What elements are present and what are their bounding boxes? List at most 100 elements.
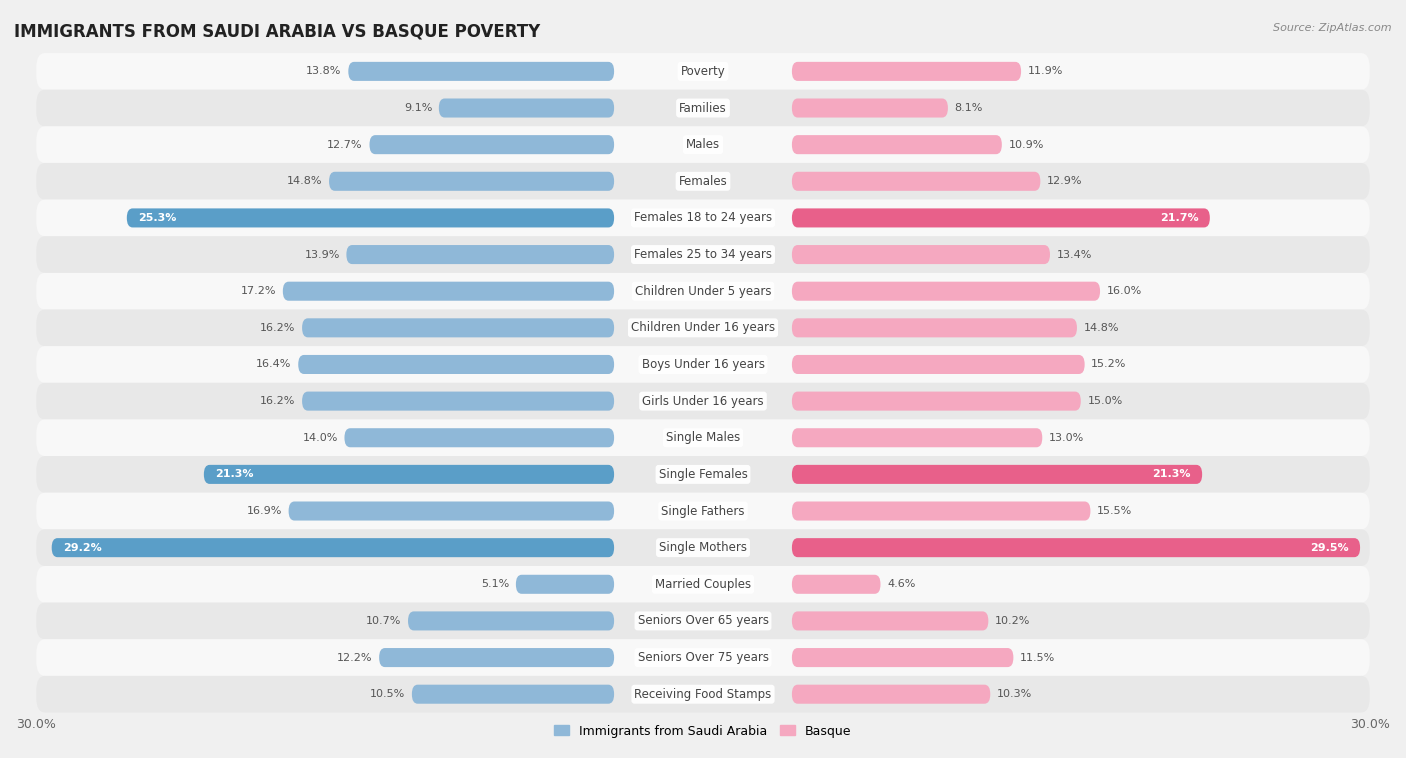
Text: Children Under 16 years: Children Under 16 years <box>631 321 775 334</box>
FancyBboxPatch shape <box>127 208 614 227</box>
Text: 16.9%: 16.9% <box>246 506 283 516</box>
FancyBboxPatch shape <box>37 566 1369 603</box>
Text: 10.7%: 10.7% <box>366 616 401 626</box>
FancyBboxPatch shape <box>37 456 1369 493</box>
Text: 13.8%: 13.8% <box>307 67 342 77</box>
Text: 10.9%: 10.9% <box>1008 139 1043 149</box>
Text: Seniors Over 65 years: Seniors Over 65 years <box>637 615 769 628</box>
Text: Single Females: Single Females <box>658 468 748 481</box>
Text: 29.5%: 29.5% <box>1310 543 1348 553</box>
FancyBboxPatch shape <box>37 127 1369 163</box>
FancyBboxPatch shape <box>288 502 614 521</box>
FancyBboxPatch shape <box>792 208 1209 227</box>
FancyBboxPatch shape <box>792 648 1014 667</box>
Text: Married Couples: Married Couples <box>655 578 751 590</box>
FancyBboxPatch shape <box>37 346 1369 383</box>
FancyBboxPatch shape <box>792 62 1021 81</box>
Text: 29.2%: 29.2% <box>63 543 101 553</box>
Text: 21.3%: 21.3% <box>1153 469 1191 479</box>
FancyBboxPatch shape <box>37 419 1369 456</box>
FancyBboxPatch shape <box>344 428 614 447</box>
FancyBboxPatch shape <box>792 355 1084 374</box>
FancyBboxPatch shape <box>370 135 614 154</box>
Text: 16.2%: 16.2% <box>260 323 295 333</box>
FancyBboxPatch shape <box>792 465 1202 484</box>
FancyBboxPatch shape <box>37 529 1369 566</box>
FancyBboxPatch shape <box>37 199 1369 236</box>
FancyBboxPatch shape <box>37 236 1369 273</box>
FancyBboxPatch shape <box>792 99 948 117</box>
FancyBboxPatch shape <box>204 465 614 484</box>
Text: 4.6%: 4.6% <box>887 579 915 589</box>
FancyBboxPatch shape <box>792 428 1042 447</box>
Text: 14.8%: 14.8% <box>1084 323 1119 333</box>
FancyBboxPatch shape <box>792 282 1099 301</box>
FancyBboxPatch shape <box>349 62 614 81</box>
FancyBboxPatch shape <box>792 245 1050 264</box>
FancyBboxPatch shape <box>792 318 1077 337</box>
FancyBboxPatch shape <box>792 172 1040 191</box>
FancyBboxPatch shape <box>792 538 1360 557</box>
Text: 10.5%: 10.5% <box>370 689 405 699</box>
FancyBboxPatch shape <box>37 639 1369 676</box>
FancyBboxPatch shape <box>792 502 1091 521</box>
Text: 15.0%: 15.0% <box>1087 396 1123 406</box>
Text: 13.0%: 13.0% <box>1049 433 1084 443</box>
Text: Single Mothers: Single Mothers <box>659 541 747 554</box>
FancyBboxPatch shape <box>302 392 614 411</box>
FancyBboxPatch shape <box>52 538 614 557</box>
Text: Poverty: Poverty <box>681 65 725 78</box>
Legend: Immigrants from Saudi Arabia, Basque: Immigrants from Saudi Arabia, Basque <box>550 719 856 743</box>
Text: Girls Under 16 years: Girls Under 16 years <box>643 395 763 408</box>
Text: Receiving Food Stamps: Receiving Food Stamps <box>634 688 772 700</box>
Text: 8.1%: 8.1% <box>955 103 983 113</box>
Text: Females 18 to 24 years: Females 18 to 24 years <box>634 211 772 224</box>
Text: Seniors Over 75 years: Seniors Over 75 years <box>637 651 769 664</box>
Text: Boys Under 16 years: Boys Under 16 years <box>641 358 765 371</box>
Text: Children Under 5 years: Children Under 5 years <box>634 285 772 298</box>
Text: Families: Families <box>679 102 727 114</box>
FancyBboxPatch shape <box>37 163 1369 199</box>
Text: Source: ZipAtlas.com: Source: ZipAtlas.com <box>1274 23 1392 33</box>
FancyBboxPatch shape <box>792 575 880 594</box>
Text: 12.7%: 12.7% <box>328 139 363 149</box>
Text: Single Fathers: Single Fathers <box>661 505 745 518</box>
Text: 11.5%: 11.5% <box>1021 653 1056 662</box>
Text: 12.9%: 12.9% <box>1047 177 1083 186</box>
FancyBboxPatch shape <box>302 318 614 337</box>
FancyBboxPatch shape <box>37 89 1369 127</box>
FancyBboxPatch shape <box>37 676 1369 713</box>
FancyBboxPatch shape <box>792 612 988 631</box>
FancyBboxPatch shape <box>37 309 1369 346</box>
FancyBboxPatch shape <box>408 612 614 631</box>
FancyBboxPatch shape <box>792 135 1002 154</box>
Text: IMMIGRANTS FROM SAUDI ARABIA VS BASQUE POVERTY: IMMIGRANTS FROM SAUDI ARABIA VS BASQUE P… <box>14 23 540 41</box>
Text: 13.9%: 13.9% <box>304 249 340 259</box>
Text: Females 25 to 34 years: Females 25 to 34 years <box>634 248 772 261</box>
Text: 15.5%: 15.5% <box>1097 506 1132 516</box>
Text: 11.9%: 11.9% <box>1028 67 1063 77</box>
Text: 13.4%: 13.4% <box>1057 249 1092 259</box>
FancyBboxPatch shape <box>412 684 614 703</box>
FancyBboxPatch shape <box>792 684 990 703</box>
FancyBboxPatch shape <box>792 392 1081 411</box>
Text: 14.0%: 14.0% <box>302 433 337 443</box>
Text: 16.2%: 16.2% <box>260 396 295 406</box>
FancyBboxPatch shape <box>37 603 1369 639</box>
FancyBboxPatch shape <box>37 273 1369 309</box>
FancyBboxPatch shape <box>380 648 614 667</box>
Text: 15.2%: 15.2% <box>1091 359 1126 369</box>
FancyBboxPatch shape <box>329 172 614 191</box>
Text: Females: Females <box>679 175 727 188</box>
Text: Males: Males <box>686 138 720 151</box>
FancyBboxPatch shape <box>37 53 1369 89</box>
FancyBboxPatch shape <box>439 99 614 117</box>
FancyBboxPatch shape <box>283 282 614 301</box>
Text: 21.7%: 21.7% <box>1160 213 1199 223</box>
Text: 10.3%: 10.3% <box>997 689 1032 699</box>
Text: 21.3%: 21.3% <box>215 469 253 479</box>
Text: 17.2%: 17.2% <box>240 287 276 296</box>
Text: 12.2%: 12.2% <box>337 653 373 662</box>
Text: 16.0%: 16.0% <box>1107 287 1142 296</box>
Text: 9.1%: 9.1% <box>404 103 432 113</box>
